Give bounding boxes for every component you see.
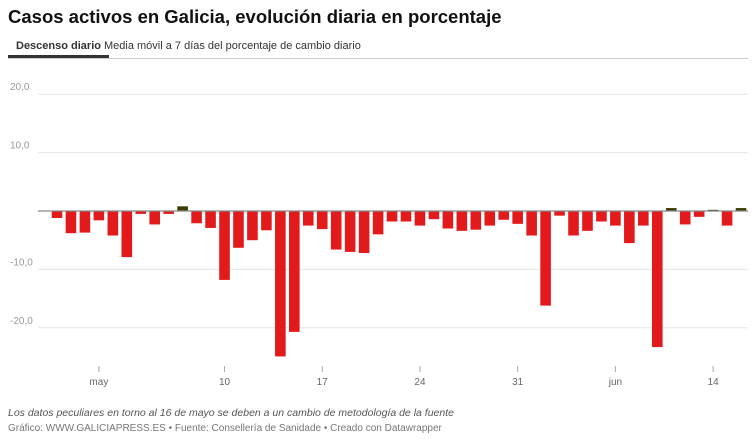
bar (233, 211, 244, 248)
bar (651, 211, 663, 348)
bar (372, 211, 384, 235)
chart-note: Los datos peculiares en torno al 16 de m… (8, 407, 454, 419)
bar (456, 211, 468, 231)
bar (470, 211, 482, 230)
bar (400, 211, 412, 222)
bar (721, 211, 733, 226)
x-tick-label: 24 (414, 377, 426, 388)
bar (163, 211, 174, 214)
tab-bar: Descenso diario Media móvil a 7 días del… (8, 38, 748, 59)
bar (638, 211, 649, 226)
x-tick-label: jun (608, 377, 622, 388)
bar (261, 211, 272, 231)
bar (135, 211, 147, 214)
bar (414, 211, 426, 226)
bar (51, 211, 63, 219)
tab-media-movil[interactable]: Media móvil a 7 días del porcentaje de c… (104, 40, 361, 52)
bar (149, 211, 161, 225)
bar (358, 211, 370, 254)
x-tick-label: 14 (708, 377, 720, 388)
bar (498, 211, 510, 220)
bar (247, 211, 258, 241)
bar (540, 211, 551, 306)
bar (177, 206, 188, 211)
bar (554, 211, 565, 216)
chart-footer: Gráfico: WWW.GALICIAPRESS.ES • Fuente: C… (8, 423, 442, 434)
chart-title: Casos activos en Galicia, evolución diar… (8, 6, 502, 27)
bar (428, 211, 440, 220)
x-tick-label: 17 (317, 377, 329, 388)
y-tick-label: 10,0 (10, 141, 30, 152)
tab-descenso-diario[interactable]: Descenso diario (8, 39, 109, 58)
bar (191, 211, 202, 224)
bar (735, 208, 747, 211)
y-tick-label: -10,0 (10, 257, 33, 268)
bar (679, 211, 691, 225)
bar (205, 211, 216, 228)
bar (442, 211, 454, 229)
bar (386, 211, 398, 222)
bar (121, 211, 133, 258)
bar (344, 211, 356, 252)
bar (107, 211, 119, 236)
bar (665, 208, 677, 211)
bar (79, 211, 91, 233)
bar (65, 211, 77, 234)
bar (526, 211, 537, 236)
y-tick-label: 20,0 (10, 82, 30, 93)
bar (610, 211, 621, 226)
bar (582, 211, 593, 231)
bar (693, 211, 705, 217)
bar (93, 211, 105, 221)
bar (219, 211, 230, 280)
bar (275, 211, 286, 357)
x-tick-label: may (89, 377, 108, 388)
bar (316, 211, 328, 230)
x-tick-label: 31 (512, 377, 524, 388)
x-tick-label: 10 (219, 377, 231, 388)
y-tick-label: -20,0 (10, 316, 33, 327)
bar (512, 211, 523, 224)
bar (568, 211, 579, 236)
bar (484, 211, 496, 226)
bar (596, 211, 607, 222)
bar (330, 211, 342, 250)
bar-chart: 20,0 10,0 -10,0 -20,0 may 10 17 24 31 jun 14 (10, 82, 748, 388)
bar (289, 211, 300, 332)
bar (624, 211, 635, 244)
bar (302, 211, 314, 226)
